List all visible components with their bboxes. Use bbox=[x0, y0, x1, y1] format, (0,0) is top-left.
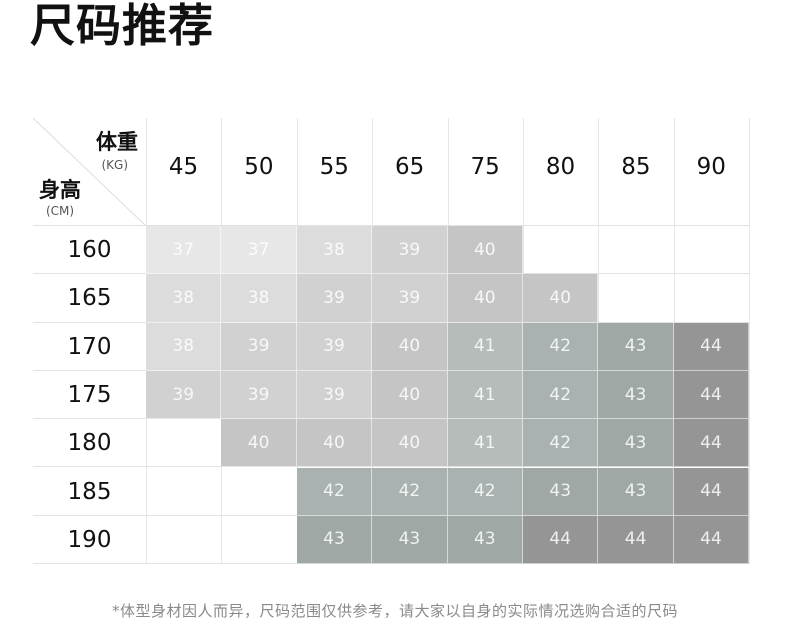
size-cell: 39 bbox=[296, 274, 373, 323]
size-cell: 39 bbox=[221, 370, 297, 420]
size-chart-table: 体重 (KG) 身高 (CM) 45 50 55 65 75 80 85 90 160 37 37 3… bbox=[33, 118, 751, 565]
size-cell: 37 bbox=[146, 226, 222, 275]
size-cell: 39 bbox=[372, 274, 448, 323]
size-cell: 40 bbox=[523, 274, 599, 323]
size-cell: 42 bbox=[523, 419, 599, 468]
size-cell: 40 bbox=[372, 370, 448, 420]
height-header: 160 bbox=[67, 237, 112, 263]
size-cell: 41 bbox=[447, 322, 523, 371]
height-header: 165 bbox=[67, 285, 112, 312]
size-cell: 40 bbox=[447, 226, 523, 275]
size-cell: 41 bbox=[447, 370, 523, 420]
weight-header: 75 bbox=[470, 154, 500, 180]
size-cell: 40 bbox=[372, 322, 448, 371]
size-cell: 43 bbox=[447, 515, 523, 565]
size-cell: 39 bbox=[146, 370, 222, 420]
size-cell: 39 bbox=[221, 322, 297, 371]
size-cell: 40 bbox=[296, 419, 373, 468]
size-cell: 42 bbox=[372, 467, 448, 516]
weight-axis-unit: (KG) bbox=[101, 158, 128, 172]
size-cell: 40 bbox=[221, 419, 297, 468]
size-cell: 44 bbox=[673, 419, 750, 468]
height-header: 185 bbox=[67, 478, 112, 505]
size-cell: 42 bbox=[296, 467, 373, 516]
height-header: 180 bbox=[67, 430, 112, 457]
corner-diagonal-divider bbox=[33, 118, 146, 226]
size-cell: 44 bbox=[598, 515, 674, 565]
weight-header: 65 bbox=[395, 154, 425, 180]
size-cell: 43 bbox=[523, 467, 599, 516]
size-cell: 43 bbox=[598, 322, 674, 371]
table-corner-header: 体重 (KG) 身高 (CM) bbox=[33, 118, 146, 226]
size-cell: 43 bbox=[598, 370, 674, 420]
size-cell: 42 bbox=[447, 467, 523, 516]
height-header: 190 bbox=[67, 526, 112, 553]
size-cell: 40 bbox=[447, 274, 523, 323]
size-cell: 43 bbox=[296, 515, 373, 565]
size-cell: 37 bbox=[221, 226, 297, 275]
column-divider bbox=[749, 118, 751, 565]
size-cell: 44 bbox=[673, 370, 750, 420]
height-header: 170 bbox=[67, 333, 112, 360]
weight-header: 55 bbox=[319, 154, 349, 180]
height-axis-unit: (CM) bbox=[46, 204, 75, 218]
size-cell: 44 bbox=[673, 515, 750, 565]
weight-header: 45 bbox=[168, 154, 199, 180]
size-cell: 38 bbox=[296, 226, 373, 275]
weight-axis-label: 体重 bbox=[96, 130, 138, 154]
size-cell: 40 bbox=[372, 419, 448, 468]
size-cell: 38 bbox=[146, 274, 222, 323]
size-cell: 42 bbox=[523, 370, 599, 420]
size-cell: 38 bbox=[221, 274, 297, 323]
size-cell: 39 bbox=[296, 322, 373, 371]
size-cell: 41 bbox=[447, 419, 523, 468]
weight-header: 50 bbox=[244, 154, 274, 180]
size-cell: 43 bbox=[372, 515, 448, 565]
size-cell: 43 bbox=[598, 467, 674, 516]
weight-header: 90 bbox=[696, 154, 726, 180]
page-title: 尺码推荐 bbox=[30, 0, 215, 52]
height-axis-label: 身高 bbox=[39, 178, 81, 202]
header-row bbox=[33, 118, 749, 226]
size-cell: 39 bbox=[296, 370, 373, 420]
size-cell: 39 bbox=[372, 226, 448, 275]
weight-header: 85 bbox=[621, 154, 651, 180]
size-cell: 42 bbox=[523, 322, 599, 371]
weight-header: 80 bbox=[545, 154, 576, 180]
size-cell: 43 bbox=[598, 419, 674, 468]
size-cell: 44 bbox=[673, 322, 750, 371]
size-cell: 38 bbox=[146, 322, 222, 371]
footnote: *体型身材因人而异，尺码范围仅供参考，请大家以自身的实际情况选购合适的尺码 bbox=[111, 602, 678, 620]
size-cell: 44 bbox=[523, 515, 599, 565]
size-cell: 44 bbox=[673, 467, 750, 516]
height-header: 175 bbox=[67, 381, 112, 408]
